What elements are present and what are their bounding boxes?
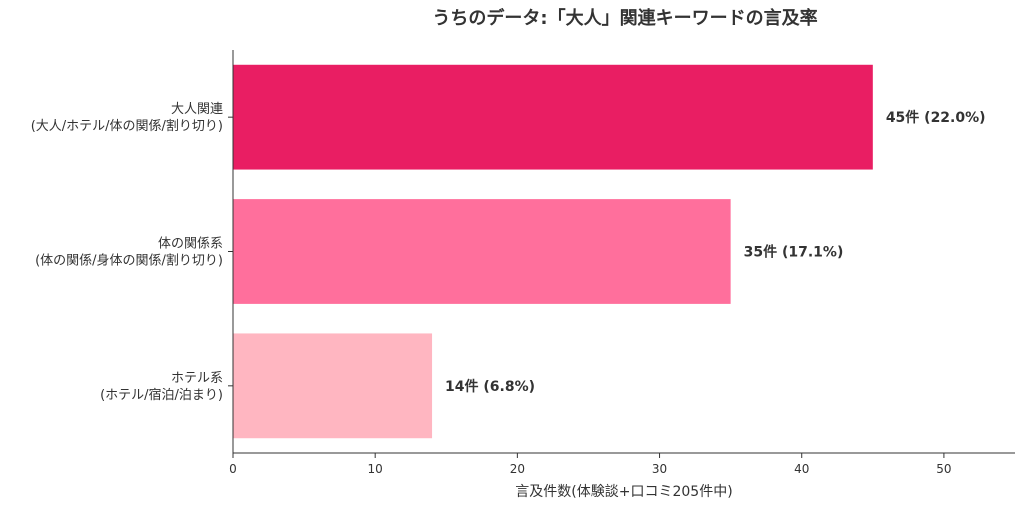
x-tick-label-40: 40 <box>794 462 809 476</box>
x-tick-label-0: 0 <box>229 462 237 476</box>
x-tick-label-30: 30 <box>652 462 667 476</box>
bar-1 <box>233 64 873 170</box>
x-tick-label-50: 50 <box>936 462 951 476</box>
data-label-1: 45件 (22.0%) <box>886 109 986 126</box>
y-tick-label-1: 大人関連 <box>171 102 223 117</box>
plot-area: 45件 (22.0%) 35件 (17.1%) 14件 (6.8%) <box>233 64 986 439</box>
x-tick-label-10: 10 <box>368 462 383 476</box>
chart-title: うちのデータ:「大人」関連キーワードの言及率 <box>432 7 817 29</box>
data-label-2: 35件 (17.1%) <box>744 244 844 261</box>
y-axis-ticks: 大人関連(大人/ホテル/体の関係/割り切り) 体の関係系(体の関係/身体の関係/割… <box>31 102 233 403</box>
x-tick-label-20: 20 <box>510 462 525 476</box>
bar-2 <box>233 199 731 304</box>
y-tick-sublabel-1: (大人/ホテル/体の関係/割り切り) <box>31 118 223 134</box>
y-tick-label-2: 体の関係系 <box>158 237 223 252</box>
x-axis-ticks: 0 10 20 30 40 50 <box>229 453 952 476</box>
data-label-3: 14件 (6.8%) <box>445 378 535 395</box>
bar-3 <box>233 333 433 439</box>
y-tick-label-3: ホテル系 <box>171 371 223 386</box>
y-tick-sublabel-3: (ホテル/宿泊/泊まり) <box>100 387 223 403</box>
x-axis-label: 言及件数(体験談+口コミ205件中) <box>515 484 732 500</box>
y-tick-sublabel-2: (体の関係/身体の関係/割り切り) <box>35 253 223 269</box>
